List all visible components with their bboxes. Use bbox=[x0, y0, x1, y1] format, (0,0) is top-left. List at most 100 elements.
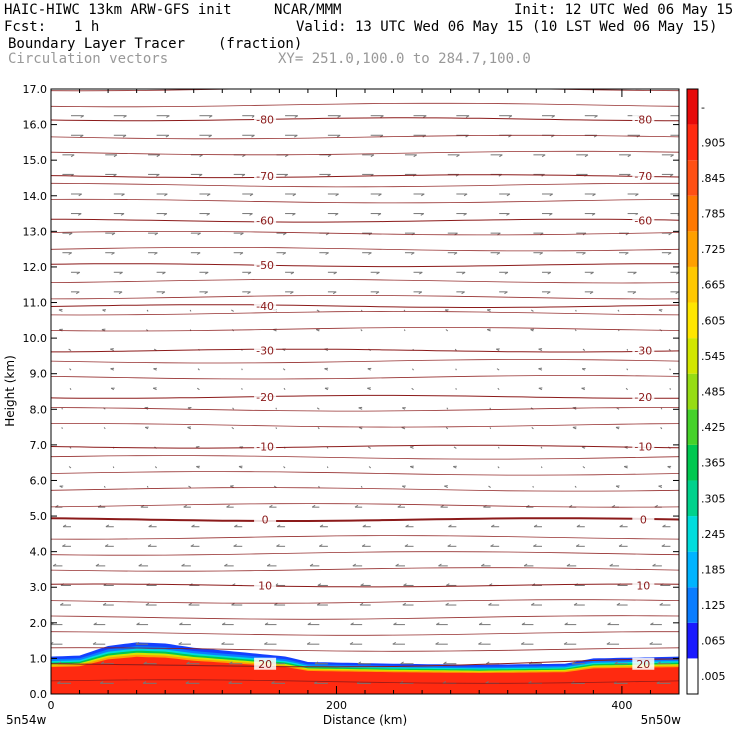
wind-vector bbox=[658, 485, 663, 489]
wind-vector-head bbox=[271, 681, 275, 684]
wind-vector bbox=[499, 213, 510, 216]
wind-vector-head bbox=[421, 193, 425, 197]
contour-label: 10 bbox=[636, 579, 650, 592]
wind-vector-head bbox=[530, 602, 535, 606]
wind-vector-head bbox=[360, 583, 364, 586]
wind-vector bbox=[395, 563, 405, 567]
colorbar-swatch bbox=[687, 124, 698, 161]
wind-vector bbox=[445, 427, 449, 430]
init-time: Init: 12 UTC Wed 06 May 15 bbox=[514, 2, 734, 18]
wind-vector-head bbox=[563, 641, 568, 645]
wind-vector-head bbox=[490, 544, 494, 547]
wind-vector bbox=[311, 504, 320, 508]
y-tick-label: 13.0 bbox=[23, 225, 48, 238]
wind-vector-shaft bbox=[411, 387, 414, 391]
wind-vector bbox=[285, 213, 296, 216]
wind-vector-shaft bbox=[241, 368, 243, 371]
wind-vector bbox=[156, 115, 170, 118]
wind-vector-head bbox=[276, 544, 280, 547]
field1-name: Boundary Layer Tracer bbox=[8, 36, 186, 52]
wind-vector bbox=[566, 563, 577, 567]
wind-vector-head bbox=[589, 291, 594, 295]
wind-vector bbox=[283, 387, 286, 391]
wind-vector bbox=[61, 427, 63, 430]
y-tick-label: 10.0 bbox=[23, 332, 48, 345]
y-tick-label: 6.0 bbox=[30, 474, 48, 487]
wind-vector bbox=[531, 309, 534, 312]
wind-vector-shaft bbox=[103, 427, 106, 430]
field1-units: (fraction) bbox=[218, 36, 303, 52]
isentrope-line bbox=[51, 375, 679, 380]
wind-vector bbox=[616, 602, 628, 606]
wind-vector-head bbox=[62, 544, 66, 547]
wind-vector-head bbox=[418, 291, 423, 295]
isentrope-line bbox=[51, 679, 679, 684]
wind-vector bbox=[447, 252, 458, 255]
wind-vector bbox=[283, 466, 286, 469]
wind-vector-head bbox=[547, 271, 552, 275]
wind-vector-head bbox=[164, 193, 168, 197]
wind-vector-shaft bbox=[445, 427, 449, 430]
wind-vector bbox=[307, 622, 320, 626]
wind-vector-head bbox=[105, 524, 110, 528]
wind-vector bbox=[489, 427, 492, 430]
wind-vector-shaft bbox=[531, 309, 534, 312]
wind-vector bbox=[105, 173, 117, 177]
wind-vector-head bbox=[520, 641, 525, 645]
wind-vector bbox=[285, 271, 295, 275]
wind-vector bbox=[319, 544, 328, 547]
isentrope-line bbox=[51, 134, 679, 140]
wind-vector-head bbox=[314, 661, 319, 665]
wind-vector-shaft bbox=[660, 407, 663, 410]
wind-vector-head bbox=[456, 154, 460, 158]
model-title: HAIC-HIWC 13km ARW-GFS init bbox=[4, 2, 232, 18]
wind-vector bbox=[411, 387, 414, 391]
wind-vector bbox=[614, 661, 628, 665]
wind-vector bbox=[455, 368, 457, 371]
wind-vector bbox=[232, 407, 235, 410]
wind-vector bbox=[584, 271, 594, 275]
wind-vector bbox=[447, 544, 457, 547]
wind-vector-head bbox=[496, 252, 501, 255]
wind-vector bbox=[152, 387, 157, 391]
wind-vector bbox=[413, 291, 423, 295]
wind-vector bbox=[185, 681, 200, 684]
wind-vector bbox=[104, 544, 114, 547]
wind-vector-shaft bbox=[316, 407, 320, 410]
wind-vector bbox=[670, 291, 679, 295]
wind-vector-head bbox=[499, 154, 503, 158]
x-tick-label: 400 bbox=[611, 699, 632, 712]
wind-vector bbox=[410, 465, 414, 469]
wind-vector-head bbox=[283, 232, 287, 236]
wind-vector bbox=[392, 641, 405, 645]
wind-vector-shaft bbox=[231, 426, 235, 430]
wind-vector-head bbox=[413, 154, 417, 158]
wind-vector-head bbox=[354, 504, 359, 508]
wind-vector bbox=[234, 524, 243, 528]
wind-vector-head bbox=[191, 524, 195, 528]
wind-vector bbox=[69, 387, 72, 390]
wind-vector-shaft bbox=[231, 309, 234, 312]
wind-vector bbox=[619, 154, 632, 158]
y-tick-label: 0.0 bbox=[30, 688, 48, 701]
isentrope-line bbox=[51, 327, 679, 332]
colorbar-label: .785 bbox=[701, 208, 726, 221]
wind-vector-head bbox=[333, 271, 337, 275]
wind-vector bbox=[491, 524, 500, 528]
wind-vector bbox=[660, 407, 663, 410]
wind-vector bbox=[576, 524, 585, 528]
wind-vector-head bbox=[337, 115, 341, 118]
colorbar-swatch bbox=[687, 409, 698, 445]
wind-vector-head bbox=[143, 661, 147, 665]
colorbar-swatch bbox=[687, 480, 698, 517]
wind-vector-head bbox=[183, 504, 187, 508]
wind-vector bbox=[238, 465, 243, 469]
wind-vector bbox=[368, 466, 372, 469]
contour-label-bg bbox=[632, 344, 655, 357]
wind-vector bbox=[488, 602, 500, 606]
wind-vector-head bbox=[680, 116, 683, 118]
wind-vector-shaft bbox=[283, 466, 286, 469]
wind-vector bbox=[199, 213, 210, 216]
wind-vector-head bbox=[282, 252, 287, 255]
wind-vector bbox=[156, 271, 166, 275]
